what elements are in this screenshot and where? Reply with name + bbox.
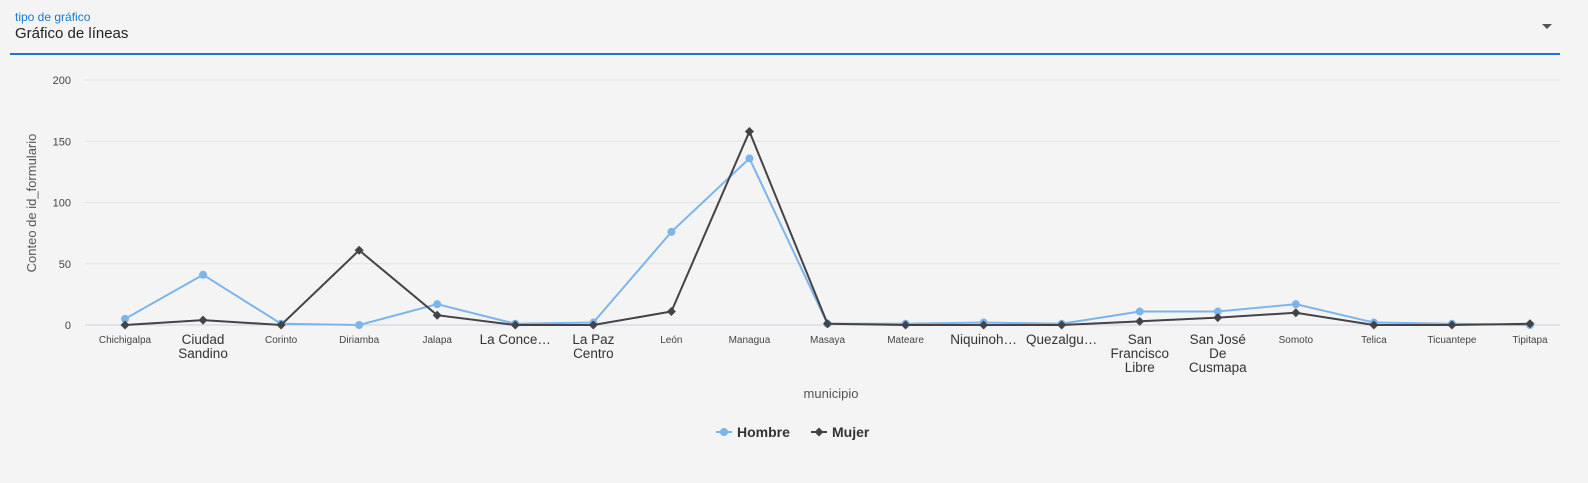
series-mujer (120, 126, 1535, 330)
data-point[interactable] (199, 270, 208, 279)
data-point[interactable] (198, 315, 208, 325)
data-point[interactable] (1213, 313, 1223, 323)
chart-type-value: Gráfico de líneas (15, 25, 129, 42)
legend-label: Hombre (737, 424, 790, 440)
data-point[interactable] (354, 245, 364, 255)
data-point[interactable] (1213, 307, 1222, 316)
data-point[interactable] (823, 319, 832, 329)
x-tick-label: Telica (1361, 335, 1387, 346)
data-point[interactable] (1291, 300, 1300, 309)
chart-series (120, 126, 1535, 330)
x-tick-label: Tipitapa (1512, 335, 1548, 346)
y-axis-title: Conteo de id_formulario (24, 134, 39, 273)
data-point[interactable] (1369, 320, 1379, 330)
x-tick-label: Jalapa (422, 335, 452, 346)
chart-gridlines (85, 79, 1560, 326)
legend-marker (720, 428, 728, 436)
y-axis-ticks: 0 50 100 150 200 (53, 75, 71, 332)
x-tick-label: Somoto (1279, 335, 1314, 346)
data-point[interactable] (510, 320, 520, 330)
data-point[interactable] (901, 320, 911, 330)
legend-label: Mujer (832, 424, 870, 440)
x-tick-label: San Francisco Libre (1110, 332, 1169, 375)
y-tick-label: 150 (53, 136, 71, 148)
x-tick-label: Managua (729, 335, 771, 346)
chart-type-select[interactable]: tipo de gráfico Gráfico de líneas (10, 0, 1560, 55)
series-line (124, 128, 1531, 327)
series-line (124, 156, 1531, 327)
x-tick-label: Masaya (810, 335, 845, 346)
data-point[interactable] (1447, 320, 1457, 330)
data-point[interactable] (667, 227, 676, 236)
x-tick-label: Mateare (887, 335, 924, 346)
data-point[interactable] (1057, 320, 1067, 330)
chart-type-label: tipo de gráfico (15, 10, 91, 24)
data-point[interactable] (744, 126, 754, 136)
x-tick-label: Quezalgu… (1026, 332, 1097, 347)
x-axis-ticks: Chichigalpa Ciudad Sandino Corinto Diriamba J… (99, 332, 1548, 375)
data-point[interactable] (355, 321, 364, 329)
data-point[interactable] (120, 320, 130, 330)
data-point[interactable] (745, 154, 754, 163)
data-point[interactable] (433, 300, 442, 309)
dropdown-arrow-icon[interactable] (1542, 24, 1552, 29)
x-tick-label: Niquinoh… (950, 332, 1017, 347)
x-tick-label: La Conce… (480, 332, 551, 347)
legend-item-hombre[interactable]: Hombre (716, 424, 790, 440)
data-point[interactable] (276, 320, 286, 330)
data-point[interactable] (1135, 307, 1144, 316)
chart-legend: Hombre Mujer (716, 424, 870, 440)
y-tick-label: 50 (59, 259, 71, 271)
x-tick-label: San José De Cusmapa (1189, 332, 1247, 375)
data-point[interactable] (666, 307, 676, 317)
legend-item-mujer[interactable]: Mujer (811, 424, 870, 440)
data-point[interactable] (121, 314, 129, 323)
x-axis-title: municipio (804, 386, 859, 401)
legend-marker (814, 427, 824, 437)
data-point[interactable] (432, 310, 442, 320)
y-tick-label: 200 (53, 75, 71, 87)
data-point[interactable] (588, 320, 598, 330)
x-tick-label: Ciudad Sandino (178, 332, 228, 361)
x-tick-label: Diriamba (339, 335, 379, 346)
data-point[interactable] (1291, 308, 1301, 318)
x-tick-label: Corinto (265, 335, 298, 346)
x-tick-label: Ticuantepe (1427, 335, 1477, 346)
x-tick-label: La Paz Centro (572, 332, 614, 361)
data-point[interactable] (979, 320, 989, 330)
y-tick-label: 0 (65, 320, 71, 332)
series-hombre (121, 154, 1534, 329)
y-tick-label: 100 (53, 198, 71, 210)
data-point[interactable] (1525, 319, 1535, 329)
x-tick-label: Chichigalpa (99, 335, 152, 346)
x-tick-label: León (660, 335, 682, 346)
data-point[interactable] (1135, 316, 1145, 326)
